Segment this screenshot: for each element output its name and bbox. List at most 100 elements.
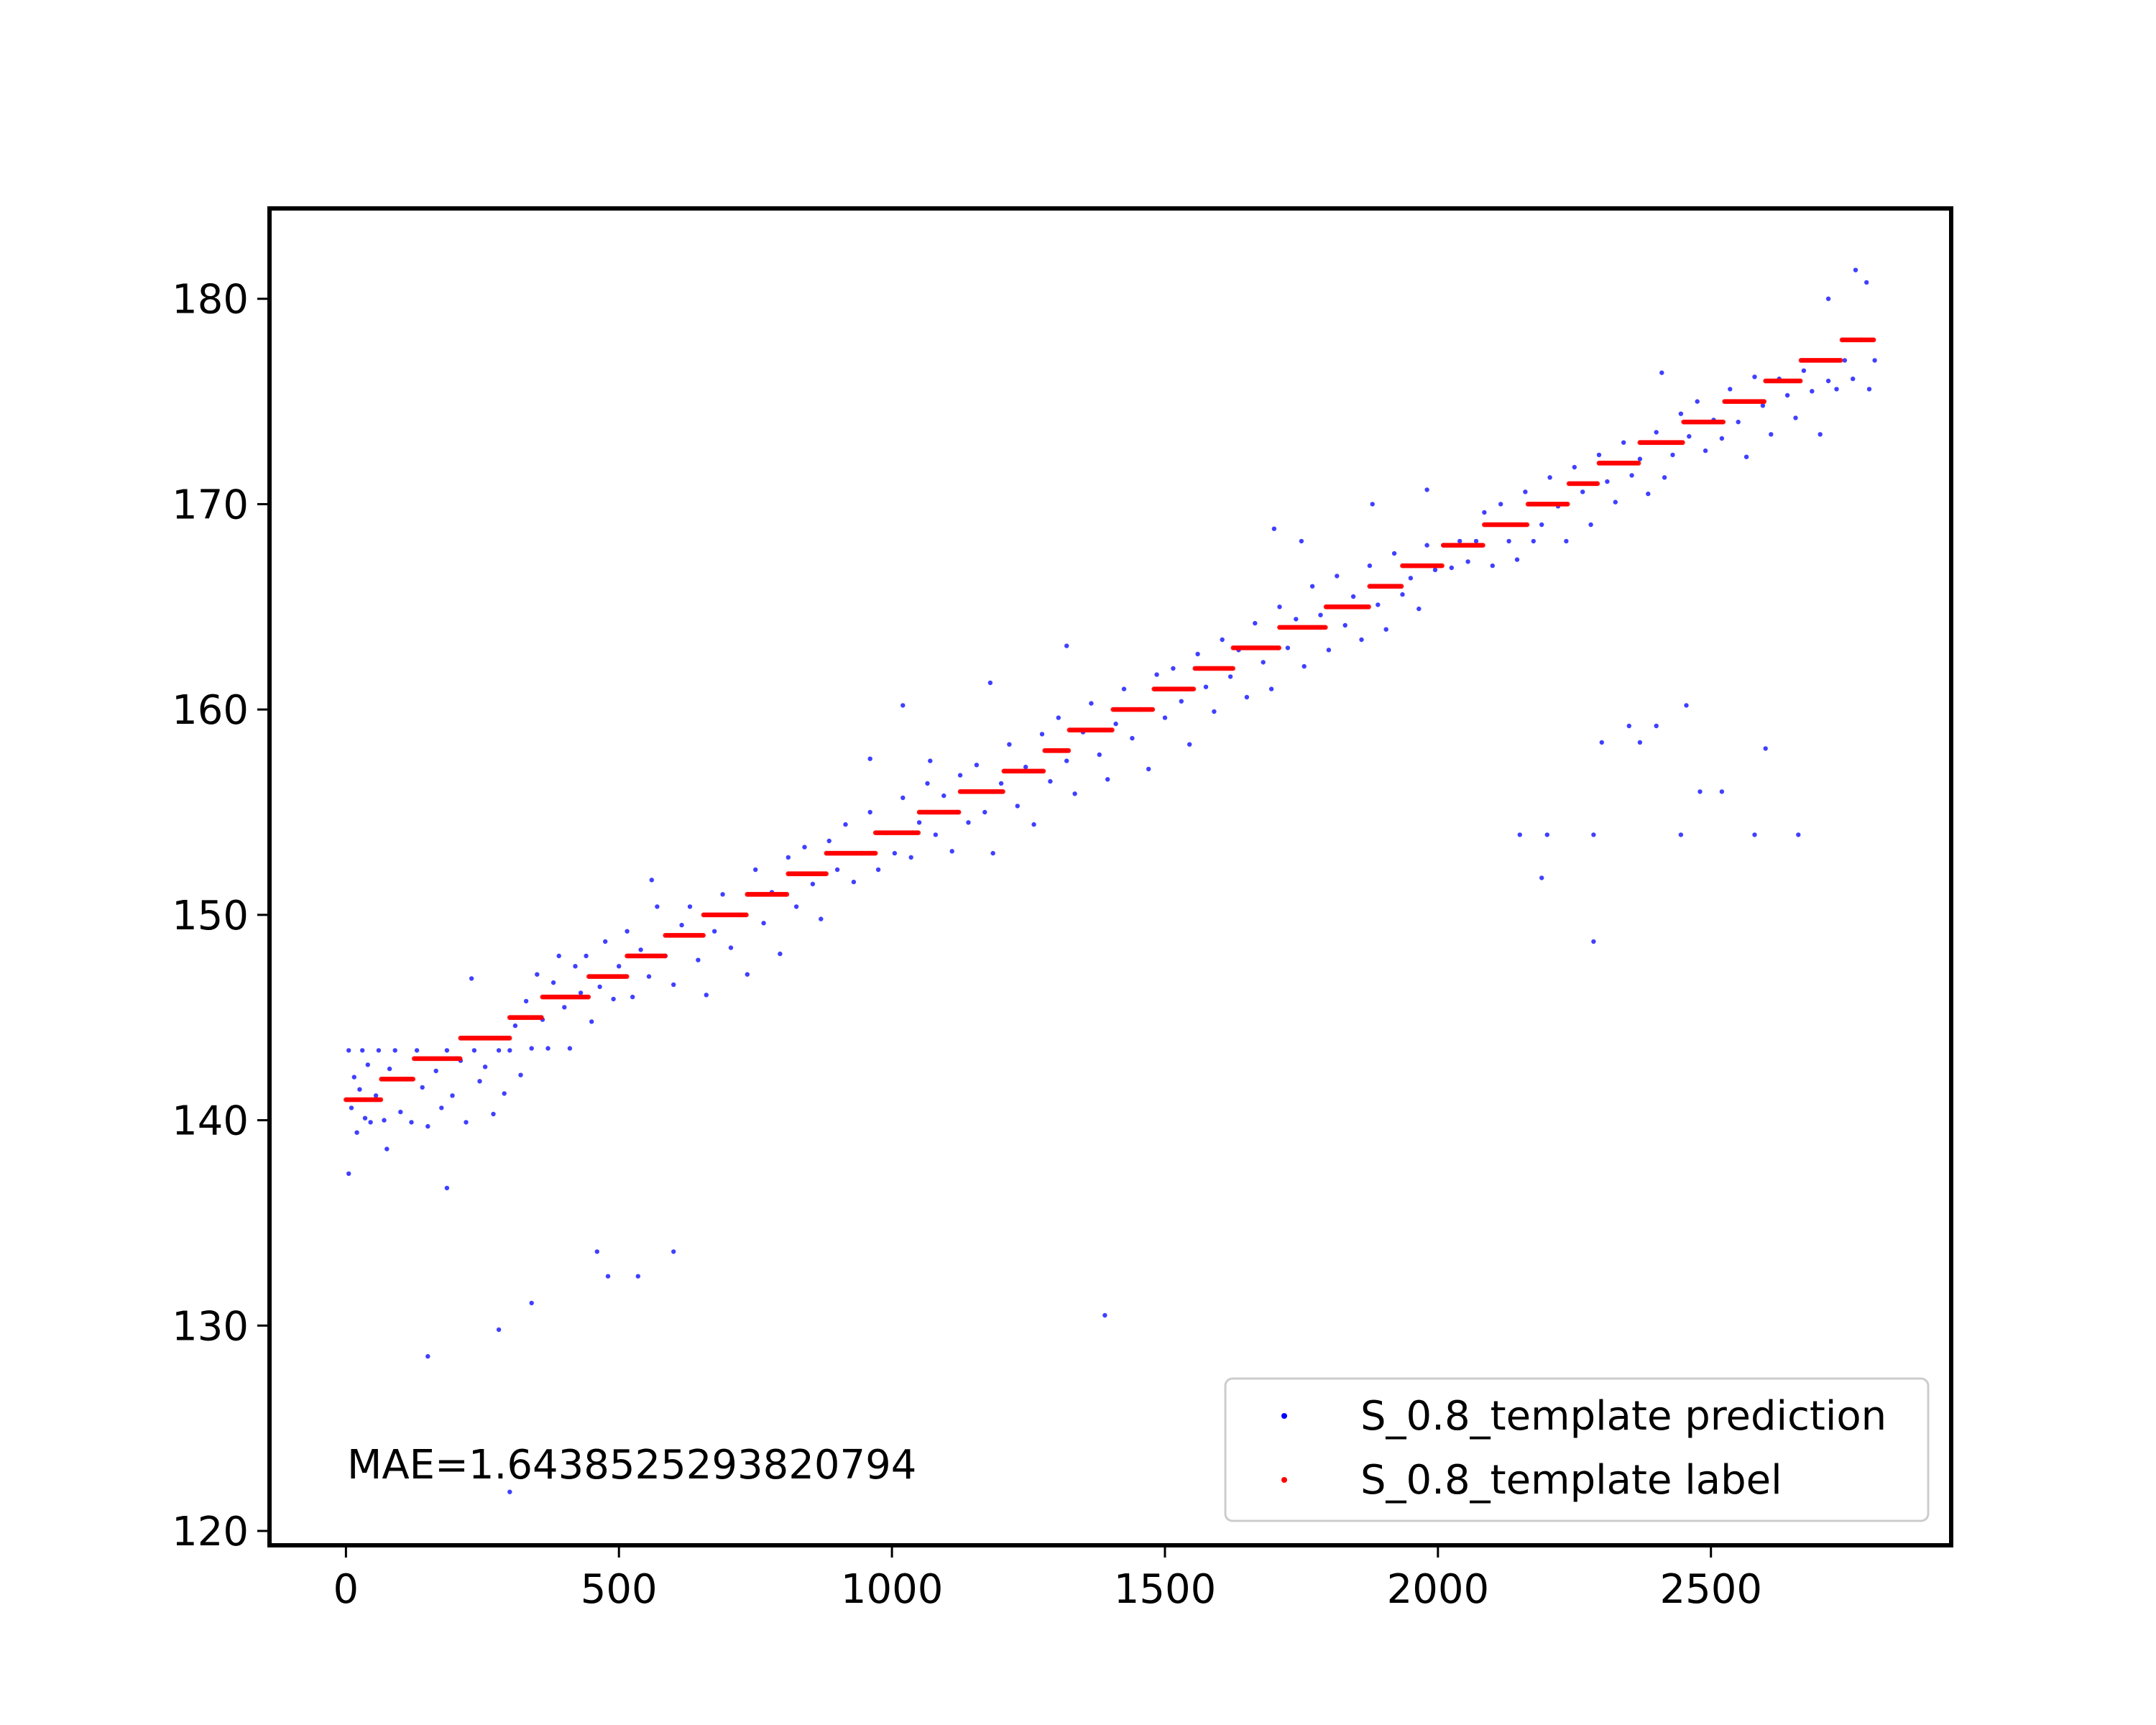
prediction-point [1872, 358, 1877, 363]
prediction-point [1039, 732, 1045, 737]
prediction-point [1498, 502, 1503, 507]
prediction-point [578, 990, 584, 995]
prediction-point [753, 867, 758, 873]
prediction-point [1244, 694, 1250, 700]
prediction-point [1629, 473, 1634, 478]
prediction-point [382, 1118, 387, 1123]
prediction-point [928, 758, 933, 763]
label-point [872, 850, 878, 856]
prediction-point [1769, 432, 1774, 437]
prediction-point [567, 1046, 573, 1051]
label-point [1761, 399, 1767, 404]
prediction-point [502, 1091, 507, 1096]
label-point [1066, 748, 1072, 753]
axes-frame [267, 206, 1953, 1547]
label-point [916, 830, 921, 835]
prediction-point [625, 929, 630, 934]
prediction-point [1162, 715, 1168, 720]
prediction-point [778, 951, 783, 957]
prediction-point [1424, 543, 1429, 548]
label-point [1000, 789, 1005, 794]
label-point [1041, 768, 1046, 774]
prediction-point [1473, 538, 1479, 544]
prediction-point [1097, 752, 1102, 758]
prediction-point [357, 1087, 362, 1092]
label-point [1366, 604, 1371, 610]
prediction-point [655, 904, 660, 909]
prediction-point [1784, 392, 1790, 398]
prediction-point [1687, 433, 1692, 439]
prediction-point [1376, 602, 1381, 607]
prediction-point [523, 998, 529, 1004]
prediction-point [1432, 567, 1438, 573]
prediction-point [589, 1019, 594, 1024]
prediction-point [1539, 522, 1544, 528]
label-point [956, 809, 962, 815]
prediction-point [974, 763, 980, 768]
prediction-point [1851, 376, 1856, 382]
prediction-point [810, 881, 816, 887]
prediction-point [638, 947, 643, 952]
prediction-point [908, 855, 913, 860]
x-axis: 0 500 1000 1500 2000 2500 [333, 1547, 1762, 1613]
prediction-point [728, 945, 734, 950]
prediction-point [990, 850, 995, 856]
prediction-point [1547, 475, 1552, 480]
prediction-point [1335, 574, 1340, 579]
prediction-point [1719, 789, 1725, 794]
prediction-point [1277, 604, 1282, 610]
prediction-point [1309, 584, 1315, 589]
prediction-point [843, 822, 848, 827]
prediction-point [1599, 740, 1604, 745]
label-points [344, 337, 1876, 1103]
prediction-point [349, 1105, 354, 1110]
label-point [1439, 563, 1445, 569]
prediction-point [1342, 622, 1348, 628]
prediction-point [1105, 777, 1110, 782]
prediction-point [1367, 563, 1373, 569]
label-point [701, 933, 706, 938]
prediction-point [786, 855, 791, 860]
prediction-point [1523, 489, 1528, 494]
prediction-point [1697, 789, 1703, 794]
prediction-point [1564, 538, 1569, 544]
prediction-point [1064, 643, 1069, 648]
prediction-point [477, 1079, 482, 1084]
prediction-point [1613, 500, 1618, 505]
prediction-point [630, 994, 635, 1000]
prediction-point [482, 1064, 488, 1070]
prediction-point [802, 845, 807, 850]
prediction-point [1102, 1312, 1107, 1318]
legend-box [1224, 1377, 1930, 1522]
prediction-point [1810, 389, 1815, 394]
prediction-point [635, 1274, 640, 1279]
prediction-point [1728, 387, 1733, 392]
prediction-point [1572, 464, 1577, 470]
prediction-point [529, 1300, 534, 1306]
prediction-point [1261, 660, 1266, 665]
prediction-point [687, 904, 693, 909]
label-point [624, 974, 630, 979]
prediction-point [1818, 432, 1823, 437]
x-tick-label: 2000 [1387, 1566, 1490, 1613]
prediction-point [834, 867, 840, 873]
prediction-point [1678, 411, 1684, 416]
prediction-point [851, 879, 857, 885]
prediction-point [1654, 430, 1659, 435]
prediction-point [1517, 832, 1522, 837]
y-tick-label: 160 [172, 687, 249, 734]
prediction-point [900, 795, 906, 801]
prediction-point [925, 781, 930, 786]
prediction-point [1591, 832, 1596, 837]
prediction-point [512, 1023, 518, 1029]
prediction-point [1285, 645, 1291, 650]
prediction-point [360, 1048, 365, 1053]
prediction-point [471, 1048, 477, 1053]
prediction-point [444, 1048, 450, 1053]
label-point [1838, 358, 1843, 363]
y-tick-label: 170 [172, 482, 249, 528]
prediction-point [450, 1093, 455, 1098]
prediction-point [671, 1249, 676, 1254]
label-point [744, 912, 749, 918]
